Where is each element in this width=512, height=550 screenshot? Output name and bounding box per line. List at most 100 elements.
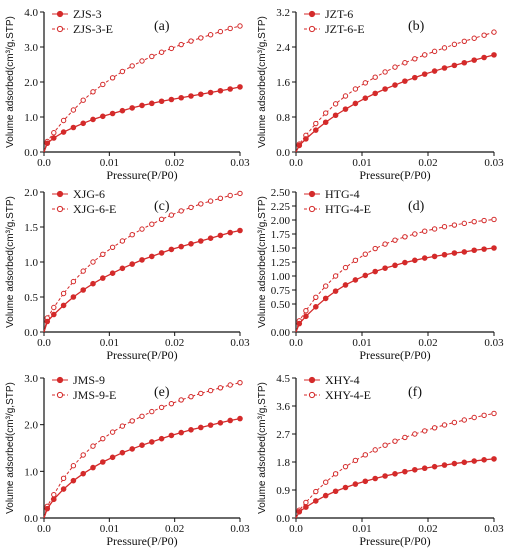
data-point [471, 57, 478, 63]
data-point [372, 475, 379, 482]
data-point [372, 245, 378, 252]
x-tick-label: 0.0 [37, 337, 51, 349]
y-tick-label: 0.0 [276, 147, 290, 159]
data-point [303, 308, 309, 314]
x-tick-label: 0.01 [352, 523, 371, 535]
data-point [296, 320, 303, 327]
data-point [100, 459, 106, 465]
data-point [178, 243, 184, 250]
x-tick-label: 0.01 [100, 523, 119, 535]
data-point [372, 90, 379, 97]
data-point [70, 107, 77, 113]
series-line [43, 192, 241, 333]
x-tick-label: 0.0 [37, 523, 51, 535]
y-axis-title: Volume adsorbed(cm³/g,STP) [5, 382, 16, 514]
data-point [451, 41, 458, 48]
data-point [100, 251, 106, 258]
data-point [80, 470, 86, 477]
x-tick-label: 0.01 [352, 157, 371, 169]
y-axis-title: Volume adsorbed(cm³/g,STP) [257, 16, 268, 148]
x-tick-label: 0.03 [484, 337, 504, 349]
data-point [421, 71, 428, 77]
data-point [303, 504, 309, 510]
y-tick-label: 0.50 [271, 299, 291, 311]
y-tick-label: 2.50 [271, 187, 291, 199]
data-point [207, 89, 214, 96]
chart-panel: 0.0 0.01 0.02 0.03 0.0 0.9 1.8 2.7 3.6 4.5 Pressur… [257, 373, 504, 548]
data-point [198, 201, 204, 207]
data-point [412, 231, 418, 237]
data-point [431, 425, 438, 431]
data-point [461, 38, 467, 45]
data-point [402, 234, 408, 240]
y-tick-label: 4.0 [24, 7, 38, 19]
data-point [158, 49, 165, 55]
data-point [352, 277, 359, 283]
data-point [70, 294, 77, 300]
data-point [237, 227, 243, 234]
data-point [491, 29, 497, 35]
data-point [168, 246, 175, 253]
legend-marker [56, 205, 64, 213]
data-point [129, 261, 135, 267]
data-point [158, 435, 165, 442]
y-tick-label: 2.4 [276, 42, 290, 54]
data-point [90, 89, 96, 95]
x-axis-title: Pressure(P/P0) [106, 534, 177, 548]
x-tick-label: 0.01 [100, 157, 119, 169]
data-point [90, 280, 96, 287]
legend-label: XJG-6-E [73, 202, 116, 216]
data-point [451, 250, 458, 256]
legend-label: ZJS-3 [73, 7, 102, 21]
data-point [382, 473, 388, 479]
y-tick-label: 2.00 [271, 215, 291, 227]
y-tick-label: 1.50 [271, 243, 291, 255]
data-point [441, 251, 448, 258]
data-point [313, 488, 319, 495]
data-point [362, 478, 369, 485]
legend-marker [56, 376, 64, 384]
data-point [227, 25, 233, 32]
data-point [227, 382, 233, 388]
data-point [158, 98, 165, 105]
data-point [207, 387, 214, 394]
panel-label: (f) [408, 385, 422, 400]
data-point [352, 86, 359, 92]
panel-label: (a) [154, 19, 170, 34]
data-point [491, 410, 497, 417]
series-line [43, 229, 241, 333]
series-line [43, 417, 241, 519]
chart-panel: 0.0 0.01 0.02 0.03 0.00 0.50 0.75 1.00 1.25 1.50 1… [257, 187, 504, 362]
data-point [188, 204, 194, 211]
data-point [392, 438, 398, 444]
data-point [491, 216, 497, 223]
x-tick-label: 0.02 [165, 337, 184, 349]
data-point [44, 140, 51, 147]
data-point [44, 318, 51, 325]
data-point [207, 32, 214, 38]
data-point [70, 477, 77, 484]
data-point [149, 253, 155, 260]
data-point [80, 452, 86, 458]
panel-label: (c) [154, 199, 170, 214]
data-point [412, 431, 418, 437]
data-point [90, 464, 96, 471]
data-point [139, 413, 145, 419]
legend-marker [308, 190, 316, 198]
data-point [382, 241, 388, 247]
data-point [227, 192, 233, 199]
data-point [441, 65, 448, 71]
data-point [188, 393, 194, 400]
x-tick-label: 0.01 [352, 337, 371, 349]
data-point [461, 220, 467, 227]
data-point [352, 481, 359, 487]
data-point [352, 457, 359, 464]
data-point [313, 294, 319, 300]
data-point [491, 52, 497, 58]
legend-marker [56, 25, 64, 33]
x-tick-label: 0.0 [37, 157, 51, 169]
data-point [342, 282, 349, 288]
series-line [295, 247, 495, 333]
data-point [158, 404, 165, 411]
data-point [90, 259, 96, 265]
